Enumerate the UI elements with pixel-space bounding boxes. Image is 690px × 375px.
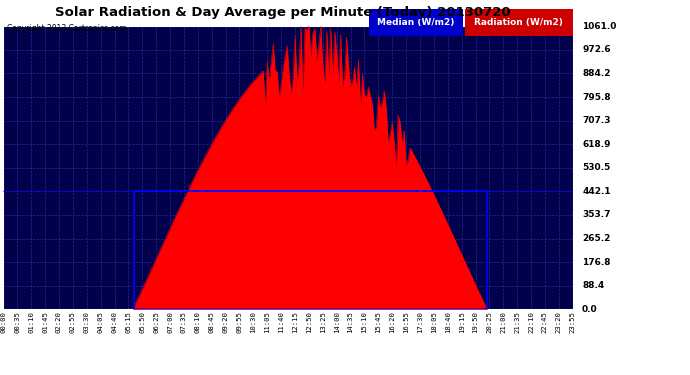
Text: 01:10: 01:10 <box>28 310 34 333</box>
Bar <box>465 9 573 36</box>
Text: 795.8: 795.8 <box>582 93 611 102</box>
Text: 22:10: 22:10 <box>528 310 534 333</box>
Text: 08:10: 08:10 <box>195 310 201 333</box>
Text: 21:00: 21:00 <box>500 310 506 333</box>
Text: 16:20: 16:20 <box>389 310 395 333</box>
Text: 00:00: 00:00 <box>1 310 6 333</box>
Text: 972.6: 972.6 <box>582 45 611 54</box>
Text: 23:20: 23:20 <box>556 310 562 333</box>
Text: Radiation (W/m2): Radiation (W/m2) <box>474 18 563 27</box>
Text: 15:45: 15:45 <box>375 310 382 333</box>
Text: 00:35: 00:35 <box>14 310 20 333</box>
Text: 05:15: 05:15 <box>126 310 131 333</box>
Text: 19:15: 19:15 <box>459 310 464 333</box>
Text: 05:50: 05:50 <box>139 310 146 333</box>
Text: 11:40: 11:40 <box>278 310 284 333</box>
Text: 18:40: 18:40 <box>445 310 451 333</box>
Text: 10:30: 10:30 <box>250 310 257 333</box>
Text: 14:00: 14:00 <box>334 310 339 333</box>
Text: 265.2: 265.2 <box>582 234 611 243</box>
Text: 23:55: 23:55 <box>570 310 575 333</box>
Text: Solar Radiation & Day Average per Minute (Today) 20130720: Solar Radiation & Day Average per Minute… <box>55 6 511 19</box>
Text: 01:45: 01:45 <box>42 310 48 333</box>
Text: 707.3: 707.3 <box>582 116 611 125</box>
Text: 1061.0: 1061.0 <box>582 22 616 31</box>
Text: 03:30: 03:30 <box>83 310 90 333</box>
Text: 02:20: 02:20 <box>56 310 62 333</box>
Text: 530.5: 530.5 <box>582 164 611 172</box>
Text: Median (W/m2): Median (W/m2) <box>377 18 455 27</box>
Text: 04:05: 04:05 <box>98 310 104 333</box>
Text: 12:15: 12:15 <box>292 310 298 333</box>
Text: 08:45: 08:45 <box>208 310 215 333</box>
Text: 20:25: 20:25 <box>486 310 493 333</box>
Text: 06:25: 06:25 <box>153 310 159 333</box>
Text: 07:35: 07:35 <box>181 310 187 333</box>
Text: 09:20: 09:20 <box>223 310 228 333</box>
Text: 618.9: 618.9 <box>582 140 611 149</box>
Text: 442.1: 442.1 <box>582 187 611 196</box>
Bar <box>135 191 487 309</box>
Text: 88.4: 88.4 <box>582 281 604 290</box>
Text: 11:05: 11:05 <box>264 310 270 333</box>
Text: 14:35: 14:35 <box>348 310 353 333</box>
Text: 22:45: 22:45 <box>542 310 548 333</box>
Text: 884.2: 884.2 <box>582 69 611 78</box>
Text: 353.7: 353.7 <box>582 210 611 219</box>
Text: 176.8: 176.8 <box>582 258 611 267</box>
Text: 02:55: 02:55 <box>70 310 76 333</box>
Text: 12:50: 12:50 <box>306 310 312 333</box>
Text: 16:55: 16:55 <box>403 310 409 333</box>
Text: 21:35: 21:35 <box>514 310 520 333</box>
Text: 19:50: 19:50 <box>473 310 478 333</box>
Text: Copyright 2013 Cartronics.com: Copyright 2013 Cartronics.com <box>7 24 126 33</box>
Bar <box>369 9 463 36</box>
Text: 0.0: 0.0 <box>582 305 598 314</box>
Text: 09:55: 09:55 <box>237 310 242 333</box>
Text: 07:00: 07:00 <box>167 310 173 333</box>
Text: 15:10: 15:10 <box>362 310 368 333</box>
Text: 04:40: 04:40 <box>112 310 117 333</box>
Text: 13:25: 13:25 <box>319 310 326 333</box>
Text: 17:30: 17:30 <box>417 310 423 333</box>
Text: 18:05: 18:05 <box>431 310 437 333</box>
